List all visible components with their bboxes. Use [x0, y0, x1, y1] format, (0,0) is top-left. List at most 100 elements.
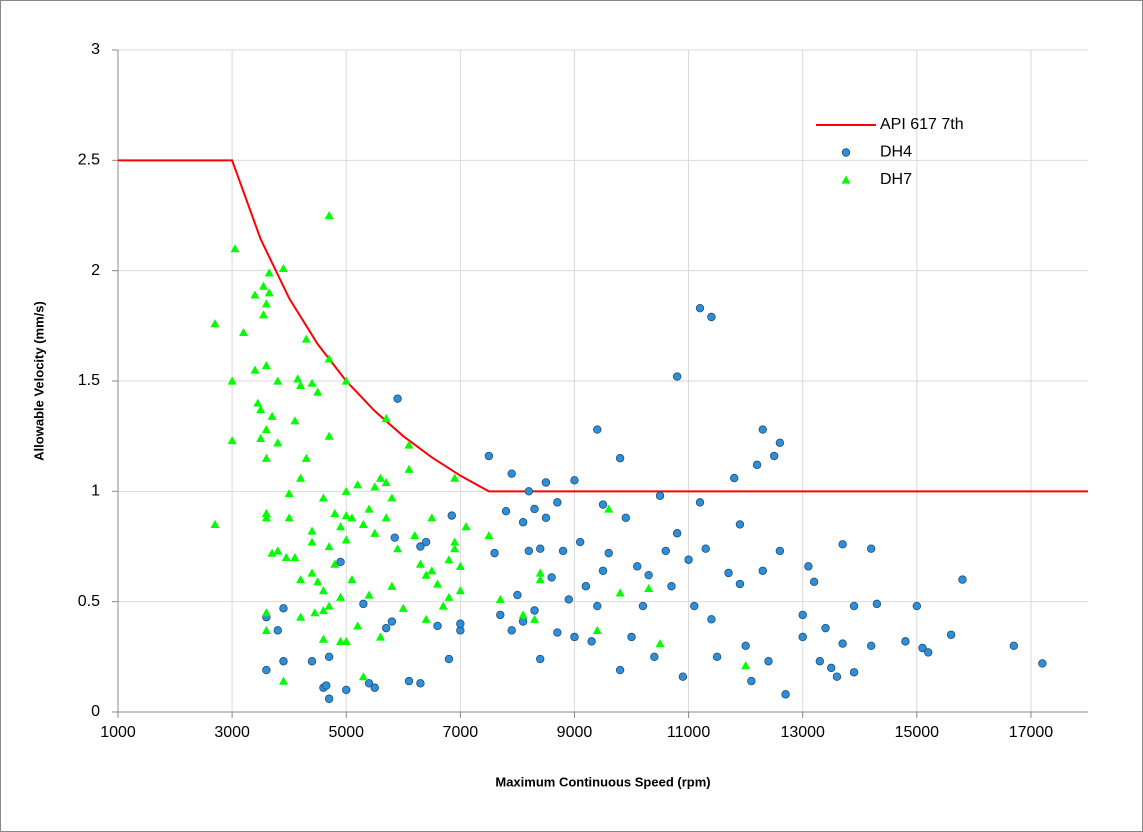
- api-line: [118, 159, 1088, 493]
- point: [946, 630, 956, 639]
- point: [261, 299, 271, 308]
- y-tick-label: 2: [91, 262, 100, 279]
- point: [541, 478, 551, 487]
- point: [341, 511, 351, 520]
- point: [261, 608, 271, 617]
- point: [764, 657, 773, 666]
- point: [433, 579, 443, 588]
- point: [313, 577, 323, 586]
- point: [667, 582, 676, 591]
- point: [707, 615, 716, 624]
- point: [410, 530, 420, 540]
- point: [655, 639, 665, 648]
- point: [301, 453, 311, 462]
- point: [264, 288, 274, 297]
- y-tick-label: 1: [91, 483, 100, 500]
- point: [421, 614, 431, 623]
- y-tick-label: 0.5: [78, 593, 100, 610]
- point: [513, 590, 522, 600]
- point: [290, 553, 300, 562]
- point: [598, 566, 608, 575]
- point: [592, 625, 602, 634]
- legend-symbol: [841, 175, 851, 184]
- point: [279, 657, 288, 666]
- point: [735, 579, 745, 589]
- point: [336, 636, 346, 645]
- point: [872, 599, 882, 609]
- x-tick-label: 7000: [443, 724, 479, 741]
- point: [804, 562, 813, 571]
- point: [375, 632, 385, 641]
- point: [279, 604, 288, 613]
- point: [273, 626, 282, 635]
- point: [358, 519, 368, 529]
- point: [518, 518, 528, 527]
- point: [524, 487, 534, 496]
- point: [267, 548, 277, 557]
- point: [809, 577, 819, 587]
- point: [398, 603, 408, 612]
- point: [547, 573, 556, 582]
- point: [261, 508, 271, 517]
- point: [210, 519, 220, 529]
- point: [598, 500, 608, 509]
- point: [604, 548, 613, 558]
- point: [307, 378, 317, 387]
- point: [381, 513, 391, 522]
- point: [621, 513, 631, 523]
- x-tick-label: 5000: [328, 724, 364, 741]
- legend-label: DH4: [880, 144, 912, 161]
- point: [627, 632, 636, 642]
- legend-symbol: [841, 148, 851, 157]
- point: [536, 544, 545, 553]
- point: [501, 506, 511, 516]
- point: [507, 626, 516, 635]
- plot-area: [118, 159, 1088, 703]
- point: [390, 533, 399, 542]
- point: [735, 520, 745, 529]
- point: [336, 557, 345, 567]
- point: [336, 592, 346, 601]
- point: [364, 504, 374, 513]
- legend: API 617 7th DH4 DH7: [816, 116, 964, 188]
- point: [359, 599, 368, 609]
- point: [284, 489, 294, 498]
- point: [364, 590, 374, 599]
- point: [347, 575, 357, 584]
- point: [318, 586, 328, 595]
- point: [758, 566, 767, 575]
- point: [655, 491, 665, 500]
- point: [775, 546, 785, 556]
- point: [524, 546, 534, 556]
- point: [690, 601, 699, 611]
- x-tick-label: 1000: [100, 724, 136, 741]
- point: [324, 694, 334, 703]
- point: [644, 570, 653, 580]
- point: [262, 665, 271, 675]
- point: [290, 416, 300, 425]
- point: [261, 453, 271, 462]
- point: [570, 632, 579, 642]
- point: [370, 528, 380, 537]
- point: [530, 504, 539, 514]
- point: [415, 559, 425, 568]
- point: [450, 537, 460, 546]
- point: [444, 592, 454, 601]
- point: [672, 529, 682, 538]
- point: [387, 617, 397, 626]
- point: [461, 522, 471, 531]
- y-axis-title: Allowable Velocity (mm/s): [31, 301, 46, 461]
- point: [924, 648, 933, 657]
- point: [1009, 641, 1019, 650]
- point: [250, 290, 260, 299]
- point: [433, 621, 442, 631]
- point: [296, 612, 306, 621]
- y-tick-label: 0: [91, 703, 100, 720]
- point: [278, 263, 288, 273]
- point: [684, 555, 693, 564]
- point: [381, 623, 391, 633]
- point: [456, 619, 465, 628]
- point: [712, 652, 722, 662]
